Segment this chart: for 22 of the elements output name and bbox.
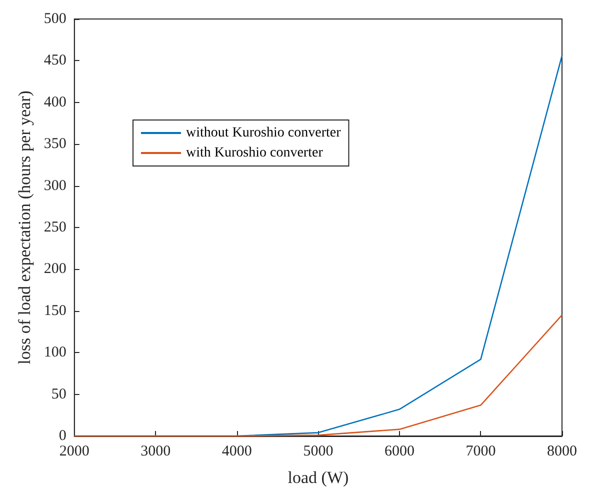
x-tick-label: 6000	[384, 444, 414, 460]
y-tick-label: 0	[58, 428, 66, 444]
x-tick-label: 7000	[466, 444, 496, 460]
x-tick-label: 5000	[303, 444, 334, 460]
x-tick-label: 4000	[222, 444, 252, 460]
x-tick-label: 3000	[140, 444, 171, 460]
x-tick-label: 8000	[547, 444, 577, 460]
y-tick-label: 50	[51, 386, 66, 402]
y-tick-label: 350	[44, 136, 66, 152]
y-tick-label: 500	[44, 11, 66, 27]
y-tick-label: 250	[44, 220, 66, 236]
y-tick-label: 300	[44, 178, 66, 194]
y-tick-label: 200	[44, 261, 66, 278]
y-tick-label: 100	[44, 344, 66, 361]
y-tick-label: 450	[44, 52, 66, 69]
y-tick-label: 150	[44, 302, 66, 319]
y-tick-label: 400	[44, 94, 66, 110]
x-tick-label: 2000	[59, 444, 90, 460]
y-axis-title: loss of load expectation (hours per year)	[15, 90, 34, 364]
legend-label: without Kuroshio converter	[186, 126, 342, 140]
legend-label: with Kuroshio converter	[186, 146, 324, 160]
x-axis-title: load (W)	[288, 468, 349, 487]
